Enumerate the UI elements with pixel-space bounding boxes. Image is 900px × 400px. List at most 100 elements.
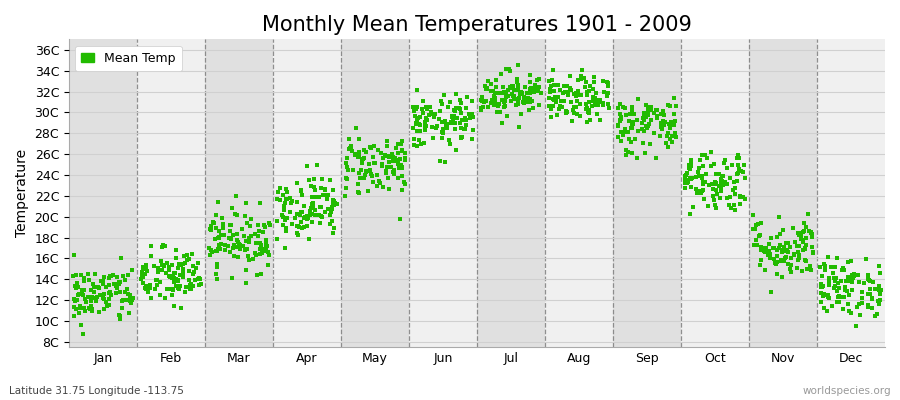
Point [185,251,200,257]
Point [154,258,168,264]
Point [643,104,657,111]
Point [428,111,442,117]
Point [210,264,224,270]
Point [788,238,802,245]
Point [311,212,326,218]
Point [395,148,410,154]
Point [846,274,860,280]
Point [109,290,123,296]
Point [72,304,86,311]
Point [617,126,632,132]
Point [664,118,679,125]
Point [622,136,636,142]
Point [278,200,293,206]
Point [385,151,400,158]
Point [416,110,430,116]
Point [829,274,843,281]
Point [510,82,525,89]
Point [859,256,873,262]
Point [698,179,712,185]
Point [772,244,787,251]
Point [458,122,473,128]
Point [634,126,649,132]
Point [794,232,808,239]
Point [579,101,593,107]
Point [524,84,538,91]
Point [382,159,396,165]
Point [625,123,639,130]
Point [168,270,183,276]
Point [805,244,819,250]
Point [347,152,362,158]
Point [693,156,707,163]
Point [592,96,607,103]
Point [816,283,831,290]
Point [410,128,425,134]
Point [441,104,455,110]
Point [172,284,186,290]
Point [641,109,655,115]
Point [108,282,122,288]
Point [184,286,198,292]
Point [614,138,628,144]
Point [521,95,535,101]
Point [590,90,604,96]
Point [202,226,217,232]
Point [68,283,82,289]
Point [590,99,605,106]
Point [575,67,590,73]
Point [626,110,641,117]
Point [637,116,652,123]
Text: Latitude 31.75 Longitude -113.75: Latitude 31.75 Longitude -113.75 [9,386,184,396]
Point [804,230,818,236]
Point [176,266,190,272]
Point [214,232,229,238]
Point [302,236,316,242]
Point [274,185,288,192]
Point [860,291,875,297]
Point [789,243,804,249]
Point [484,88,499,94]
Point [484,81,499,87]
Point [818,267,832,274]
Point [254,271,268,277]
Point [646,130,661,136]
Point [326,198,340,204]
Point [366,154,381,160]
Point [406,104,420,110]
Point [498,103,512,110]
Point [772,214,787,220]
Point [186,263,201,270]
Point [619,146,634,153]
Point [171,277,185,284]
Point [291,223,305,229]
Point [84,298,98,304]
Point [814,282,829,288]
Point [177,260,192,266]
Point [562,85,577,91]
Point [814,284,829,290]
Point [464,98,479,104]
Point [176,271,190,277]
Point [280,195,294,202]
Point [706,186,721,192]
Point [733,193,747,200]
Point [77,305,92,312]
Point [611,122,625,128]
Point [96,306,111,313]
Point [636,114,651,120]
Point [297,224,311,230]
Point [830,288,844,294]
Point [626,125,640,131]
Point [510,97,525,103]
Point [846,275,860,281]
Point [523,79,537,86]
Point [561,89,575,95]
Point [322,212,337,218]
Point [464,136,479,143]
Point [124,297,139,304]
Point [84,287,98,293]
Point [104,292,119,299]
Point [716,173,730,179]
Point [500,87,515,94]
